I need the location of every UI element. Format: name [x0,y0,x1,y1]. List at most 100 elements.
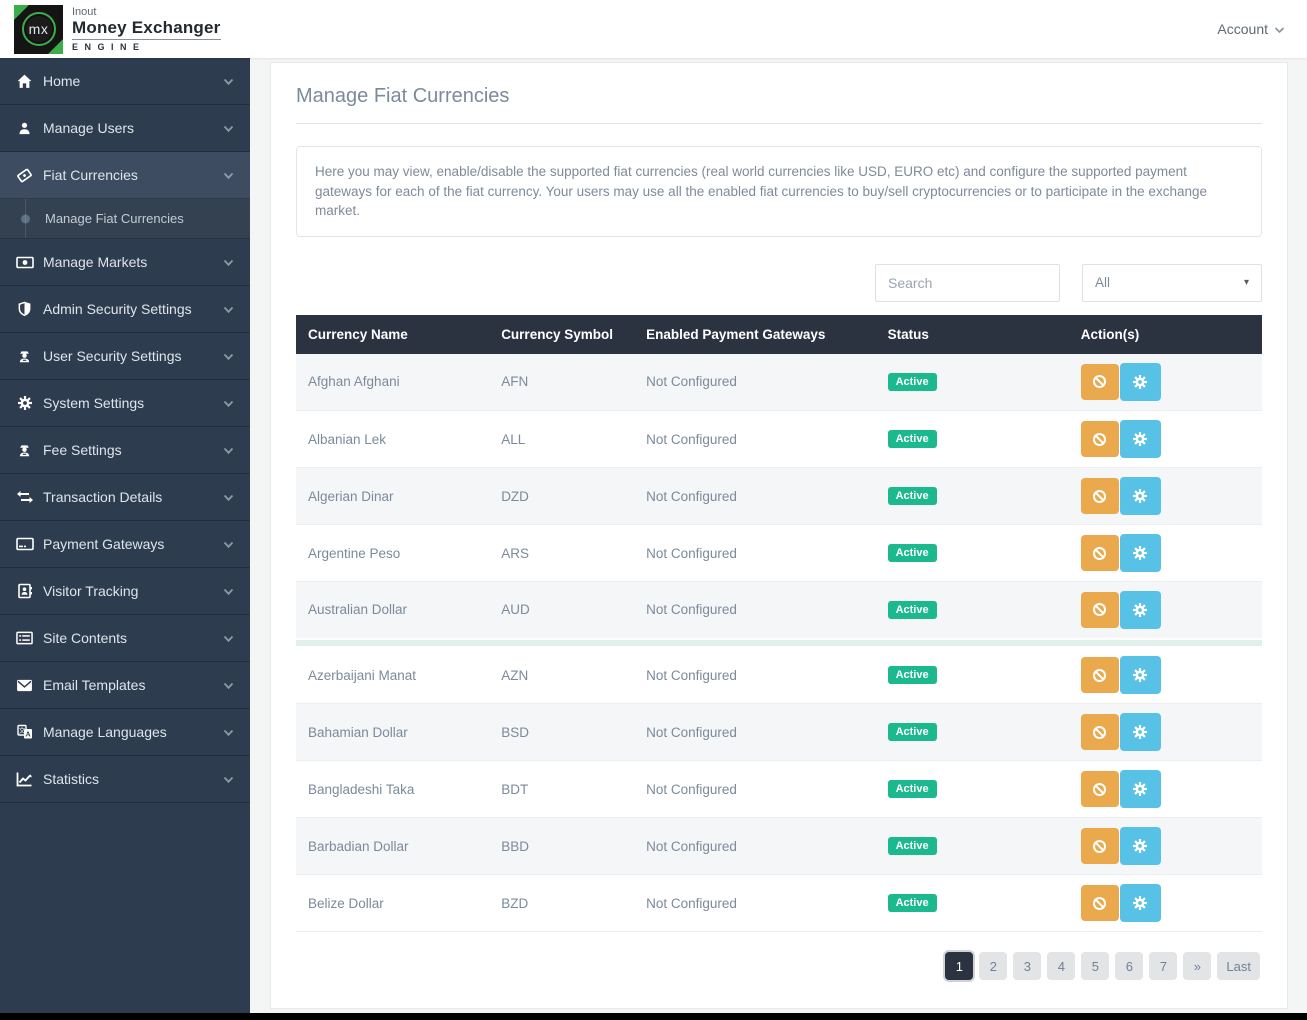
sidebar-item-manage-users[interactable]: Manage Users [0,105,250,152]
status-cell: Active [876,875,1069,932]
sidebar-item-manage-markets[interactable]: Manage Markets [0,239,250,286]
table-column-header: Action(s) [1068,314,1262,354]
disable-currency-button[interactable] [1080,657,1119,694]
logo-line3: ENGINE [72,42,146,53]
status-badge: Active [887,487,937,506]
pagination-button[interactable]: 6 [1115,952,1144,981]
pagination-button[interactable]: » [1183,952,1212,981]
sidebar-item-label: Statistics [43,771,100,787]
chevron-down-icon [223,301,234,317]
pagination-button[interactable]: 7 [1149,952,1178,981]
configure-gateways-button[interactable] [1119,884,1161,923]
pagination-button[interactable]: Last [1217,952,1260,981]
gear-icon [1133,668,1148,683]
status-badge: Active [887,837,937,856]
actions-cell [1069,875,1262,932]
status-cell: Active [876,704,1069,761]
logo-line1: Inout [72,5,97,18]
user-secret-icon [15,441,34,460]
sidebar-item-label: Manage Users [43,120,135,136]
disable-currency-button[interactable] [1080,885,1119,922]
app-logo[interactable]: mx Inout Money Exchanger ENGINE [14,4,221,54]
configure-gateways-button[interactable] [1119,827,1161,866]
gear-icon [1133,432,1148,447]
chevron-down-icon [223,489,234,505]
currency-name-cell: Afghan Afghani [308,374,400,390]
sidebar-subitem-manage-fiat-currencies[interactable]: Manage Fiat Currencies [0,199,250,239]
chevron-down-icon [223,120,234,136]
configure-gateways-button[interactable] [1119,362,1161,401]
sidebar-item-label: Transaction Details [43,489,163,505]
currency-symbol-cell: AZN [501,667,529,683]
sidebar-item-system-settings[interactable]: System Settings [0,380,250,427]
sidebar-item-user-security-settings[interactable]: User Security Settings [0,333,250,380]
disable-currency-button[interactable] [1080,714,1119,751]
configure-gateways-button[interactable] [1119,770,1161,809]
configure-gateways-button[interactable] [1119,656,1161,695]
sidebar-item-home[interactable]: Home [0,58,250,105]
account-menu[interactable]: Account [1217,21,1285,37]
status-filter-select[interactable]: All ▾ [1082,263,1262,302]
actions-cell [1069,761,1262,818]
ban-icon [1093,432,1107,446]
pagination-button[interactable]: 5 [1081,952,1110,981]
pagination-button[interactable]: 4 [1047,952,1076,981]
currency-name-cell: Argentine Peso [308,545,401,561]
table-header-row: Currency Name Currency Symbol Enabled Paym… [296,314,1262,354]
chevron-down-icon [223,583,234,599]
disable-currency-button[interactable] [1080,535,1119,572]
disable-currency-button[interactable] [1080,478,1119,515]
user-secret-icon [15,347,34,366]
ban-icon [1093,839,1107,853]
sidebar-menu: Home Manage Users Fiat Currencies Manage… [0,58,250,803]
chevron-down-icon [223,395,234,411]
disable-currency-button[interactable] [1080,421,1119,458]
disable-currency-button[interactable] [1080,828,1119,865]
sidebar-item-label: User Security Settings [43,348,182,364]
chevron-down-icon [1274,27,1285,34]
chevron-down-icon [223,167,234,183]
sidebar-item-statistics[interactable]: Statistics [0,756,250,803]
pagination-button[interactable]: 3 [1013,952,1042,981]
actions-cell [1069,704,1262,761]
configure-gateways-button[interactable] [1119,713,1161,752]
configure-gateways-button[interactable] [1119,534,1161,573]
table-row: Afghan Afghani AFN Not Configured Active [296,353,1262,411]
disable-currency-button[interactable] [1080,363,1119,400]
main-content: Manage Fiat Currencies Here you may view… [250,58,1307,1013]
select-caret-icon: ▾ [1243,277,1249,289]
ban-icon [1093,603,1107,617]
disable-currency-button[interactable] [1080,591,1119,628]
table-row: Azerbaijani Manat AZN Not Configured Act… [296,646,1262,704]
currency-name-cell: Barbadian Dollar [308,838,409,854]
chevron-down-icon [223,73,234,89]
sidebar-item-visitor-tracking[interactable]: Visitor Tracking [0,568,250,615]
gateways-cell: Not Configured [646,374,737,390]
sidebar-item-email-templates[interactable]: Email Templates [0,662,250,709]
configure-gateways-button[interactable] [1119,590,1161,629]
pagination: 1 2 3 4 5 6 7» Last [296,952,1260,981]
table-row: Bangladeshi Taka BDT Not Configured Acti… [296,760,1262,818]
actions-cell [1069,468,1262,525]
currencies-panel: Manage Fiat Currencies Here you may view… [270,62,1288,1010]
sidebar-item-label: Manage Markets [43,254,148,270]
search-input[interactable] [875,263,1060,302]
top-header: mx Inout Money Exchanger ENGINE Account [0,0,1307,58]
pagination-button[interactable]: 2 [979,952,1008,981]
sidebar-item-payment-gateways[interactable]: Payment Gateways [0,521,250,568]
sidebar-item-fiat-currencies[interactable]: Fiat Currencies [0,152,250,199]
ban-icon [1093,489,1107,503]
sidebar-item-admin-security-settings[interactable]: Admin Security Settings [0,286,250,333]
sidebar-item-site-contents[interactable]: Site Contents [0,615,250,662]
currency-symbol-cell: AUD [501,602,530,618]
disable-currency-button[interactable] [1080,771,1119,808]
gear-icon [15,394,34,413]
table-row: Belize Dollar BZD Not Configured Active [296,874,1262,932]
configure-gateways-button[interactable] [1119,420,1161,459]
sidebar-item-fee-settings[interactable]: Fee Settings [0,427,250,474]
pagination-button[interactable]: 1 [945,952,974,981]
sidebar-item-transaction-details[interactable]: Transaction Details [0,474,250,521]
configure-gateways-button[interactable] [1119,477,1161,516]
